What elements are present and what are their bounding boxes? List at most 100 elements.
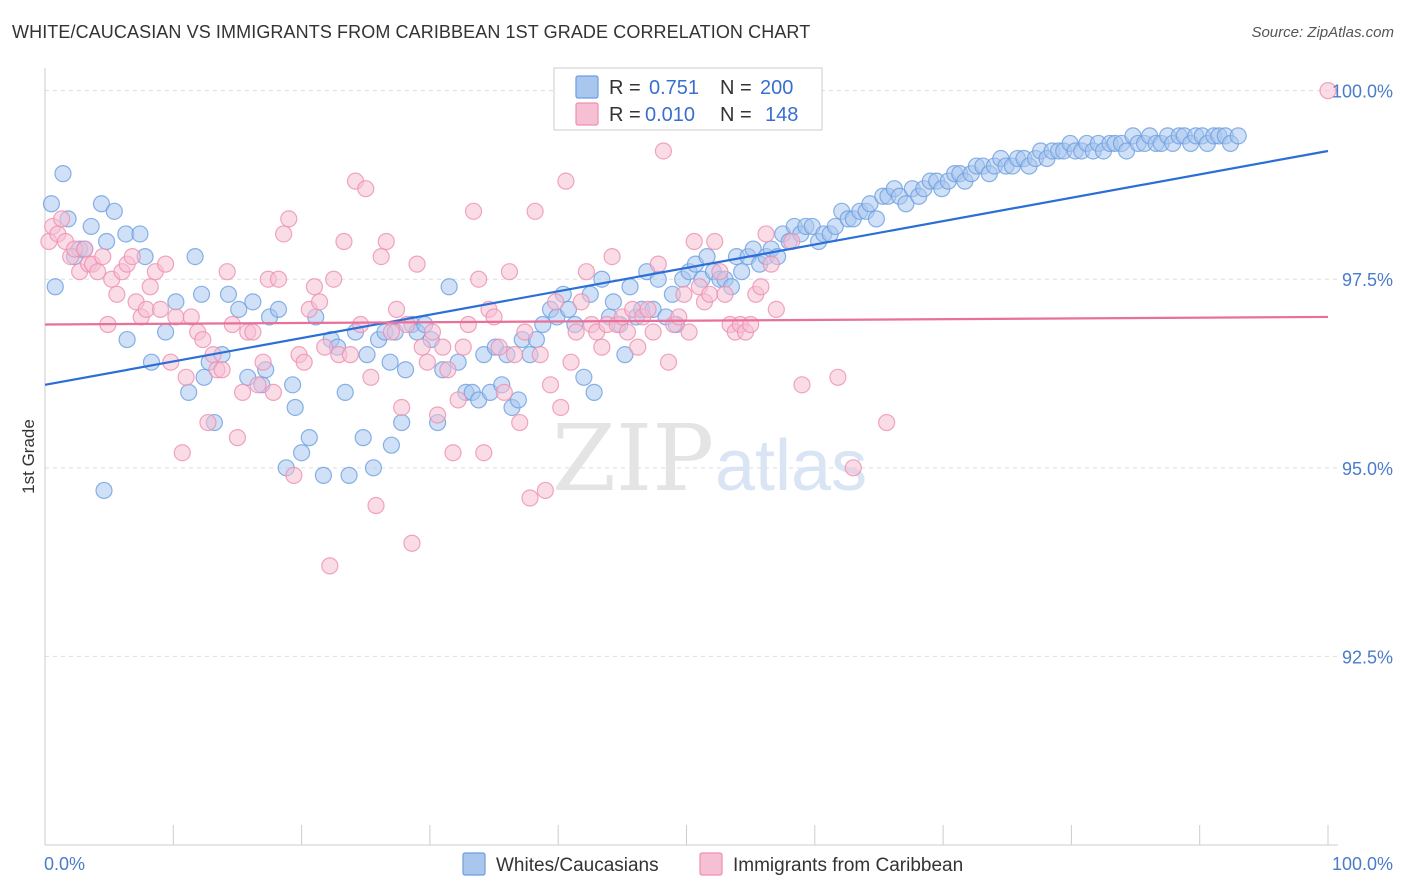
point-whites xyxy=(186,247,204,266)
point-whites xyxy=(396,361,415,379)
point-caribbean xyxy=(649,255,667,273)
series-legend: Whites/Caucasians Immigrants from Caribb… xyxy=(462,852,963,876)
y-tick-label: 100.0% xyxy=(1332,82,1393,102)
point-caribbean xyxy=(408,255,426,273)
point-caribbean xyxy=(280,210,298,228)
point-whites xyxy=(42,195,61,213)
point-caribbean xyxy=(213,361,231,379)
stats-legend: R = 0.751 N = 200 R = 0.010 N = 148 xyxy=(553,67,823,131)
point-whites xyxy=(1229,127,1247,145)
point-caribbean xyxy=(428,406,447,424)
legend-r-label: R = xyxy=(609,77,641,99)
y-tick-label: 95.0% xyxy=(1342,459,1393,479)
point-caribbean xyxy=(680,323,698,341)
point-caribbean xyxy=(244,323,262,341)
point-caribbean xyxy=(382,323,401,341)
point-caribbean xyxy=(403,534,421,552)
point-whites xyxy=(54,165,72,183)
point-caribbean xyxy=(618,323,637,341)
point-caribbean xyxy=(700,285,719,303)
point-caribbean xyxy=(439,361,457,379)
point-whites xyxy=(269,300,288,318)
point-caribbean xyxy=(557,172,575,190)
point-caribbean xyxy=(536,481,554,500)
point-caribbean xyxy=(670,308,688,326)
point-whites xyxy=(340,466,358,484)
point-whites xyxy=(861,195,879,213)
bottom-legend-swatch-caribbean xyxy=(699,852,723,876)
point-whites xyxy=(509,391,528,409)
point-whites xyxy=(82,217,100,236)
point-caribbean xyxy=(757,225,775,243)
point-caribbean xyxy=(285,466,303,484)
legend-n-label: N = xyxy=(720,104,752,126)
point-whites xyxy=(382,436,401,454)
point-caribbean xyxy=(151,300,170,318)
point-caribbean xyxy=(511,413,529,432)
point-caribbean xyxy=(500,263,519,281)
point-caribbean xyxy=(475,444,493,462)
point-caribbean xyxy=(177,368,195,386)
point-whites xyxy=(105,202,123,220)
point-caribbean xyxy=(603,247,621,266)
point-caribbean xyxy=(362,368,380,386)
point-whites xyxy=(142,353,161,371)
point-caribbean xyxy=(53,210,71,228)
point-caribbean xyxy=(654,142,673,160)
point-caribbean xyxy=(335,232,353,251)
point-caribbean xyxy=(228,429,247,447)
point-caribbean xyxy=(141,278,159,296)
point-whites xyxy=(440,278,458,296)
point-caribbean xyxy=(552,398,570,417)
point-caribbean xyxy=(325,270,343,288)
point-caribbean xyxy=(449,391,467,409)
point-caribbean xyxy=(316,338,334,356)
watermark-atlas: atlas xyxy=(715,426,867,506)
axes xyxy=(44,68,1338,846)
point-caribbean xyxy=(182,308,200,326)
legend-n-value: 148 xyxy=(765,104,798,126)
point-caribbean xyxy=(454,338,472,356)
point-caribbean xyxy=(639,300,657,318)
point-caribbean xyxy=(844,459,862,477)
point-caribbean xyxy=(1319,82,1337,100)
watermark-zip: ZIP xyxy=(552,405,714,512)
point-caribbean xyxy=(352,315,370,334)
point-caribbean xyxy=(387,300,406,318)
point-caribbean xyxy=(490,338,508,356)
point-caribbean xyxy=(367,496,385,515)
point-whites xyxy=(314,466,333,484)
point-whites xyxy=(230,300,248,318)
point-whites xyxy=(897,195,915,213)
point-caribbean xyxy=(444,444,462,462)
point-caribbean xyxy=(644,323,662,341)
point-whites xyxy=(826,217,844,236)
point-whites xyxy=(131,225,149,243)
trend-line-1 xyxy=(44,315,1329,326)
point-caribbean xyxy=(218,263,236,281)
point-caribbean xyxy=(562,353,580,371)
point-caribbean xyxy=(76,240,94,258)
point-whites xyxy=(118,330,136,349)
point-caribbean xyxy=(123,247,141,266)
point-whites xyxy=(585,383,603,401)
bottom-legend-label-whites: Whites/Caucasians xyxy=(496,855,659,876)
bottom-legend-label-caribbean: Immigrants from Caribbean xyxy=(733,855,963,876)
point-caribbean xyxy=(233,383,252,401)
point-whites xyxy=(195,368,213,386)
legend-n-value: 200 xyxy=(760,77,793,99)
point-whites xyxy=(293,444,311,462)
point-caribbean xyxy=(464,202,483,220)
legend-r-label: R = xyxy=(609,104,641,126)
point-caribbean xyxy=(269,270,288,288)
trend-lines xyxy=(44,149,1329,386)
point-whites xyxy=(364,459,383,477)
point-caribbean xyxy=(157,255,175,273)
point-whites xyxy=(284,376,302,394)
point-whites xyxy=(867,210,885,228)
bottom-legend-swatch-whites xyxy=(462,852,486,876)
y-axis-label: 1st Grade xyxy=(19,419,38,494)
y-tick-labels: 100.0% 97.5% 95.0% 92.5% xyxy=(1332,82,1393,668)
legend-r-value: 0.010 xyxy=(645,104,695,126)
point-caribbean xyxy=(173,444,191,462)
